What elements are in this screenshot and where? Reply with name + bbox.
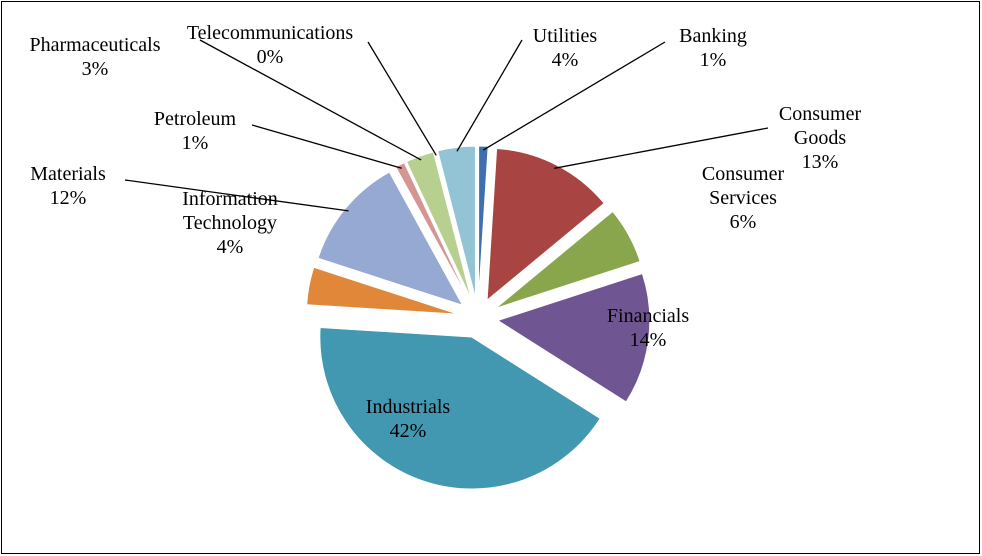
category-label: Petroleum <box>154 108 237 130</box>
value-label: 42% <box>390 420 427 442</box>
pie-slice <box>306 266 459 315</box>
value-label: 12% <box>50 187 87 209</box>
pie-slice <box>495 210 641 309</box>
value-label: 4% <box>552 49 579 71</box>
data-label: Financials 14% <box>607 305 689 351</box>
value-label: 13% <box>802 151 839 173</box>
data-label: Petroleum 1% <box>154 108 237 154</box>
value-label: 0% <box>257 46 284 68</box>
category-label: Consumer Services <box>702 163 785 209</box>
leader-line <box>251 124 402 169</box>
category-label: Utilities <box>533 25 598 47</box>
category-label: Banking <box>679 25 747 47</box>
category-label: Materials <box>30 163 106 185</box>
value-label: 1% <box>182 132 209 154</box>
pie-slice <box>434 151 474 299</box>
data-label: Banking 1% <box>679 25 747 71</box>
pie-slice <box>437 145 476 299</box>
pie-slice <box>319 326 601 490</box>
leader-line <box>124 179 349 212</box>
data-label: Materials 12% <box>30 163 106 209</box>
data-label: Utilities 4% <box>533 25 598 71</box>
leader-line <box>554 127 769 169</box>
leader-line <box>367 41 437 156</box>
data-label: Information Technology 4% <box>182 188 278 258</box>
value-label: 1% <box>700 49 727 71</box>
data-label: Pharmaceuticals 3% <box>29 34 160 80</box>
data-label: Telecommunications 0% <box>187 22 354 68</box>
leader-line <box>456 39 523 152</box>
pie-slice <box>405 151 472 300</box>
data-label: Industrials 42% <box>366 396 451 442</box>
category-label: Pharmaceuticals <box>29 34 160 56</box>
category-label: Information Technology <box>182 188 278 234</box>
category-label: Telecommunications <box>187 22 354 44</box>
data-label: Consumer Services 6% <box>702 163 785 233</box>
pie-slice <box>486 147 605 302</box>
value-label: 14% <box>630 329 667 351</box>
pie-slice <box>478 145 489 299</box>
pie-slice <box>496 272 651 403</box>
data-label: Consumer Goods 13% <box>779 103 862 173</box>
category-label: Financials <box>607 305 689 327</box>
value-label: 3% <box>82 58 109 80</box>
category-label: Industrials <box>366 396 451 418</box>
value-label: 6% <box>730 211 757 233</box>
pie-slice <box>317 171 464 307</box>
leader-line <box>482 41 666 151</box>
value-label: 4% <box>217 236 244 258</box>
category-label: Consumer Goods <box>779 103 862 149</box>
leader-line <box>199 39 422 161</box>
